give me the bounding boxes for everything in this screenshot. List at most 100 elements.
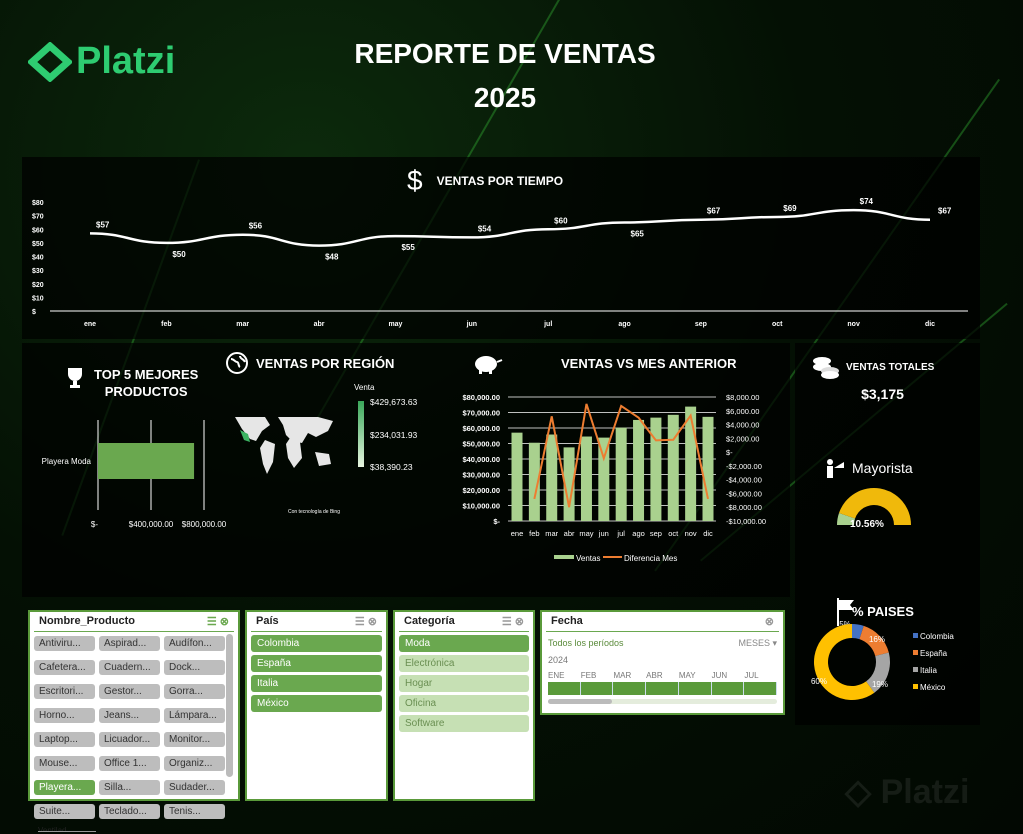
slicer-item[interactable]: Cuadern... <box>99 660 160 675</box>
slicer-item[interactable]: Playera... <box>34 780 95 795</box>
slicer-item[interactable]: Hogar <box>399 675 529 692</box>
slicer-title: Categoría <box>404 615 455 627</box>
slicer-item[interactable]: Cafetera... <box>34 660 95 675</box>
slicer-item[interactable]: Electrónica <box>399 655 529 672</box>
y-left-tick: $10,000.00 <box>462 502 500 511</box>
slicer-item[interactable]: Teclado... <box>99 804 160 819</box>
scrollbar[interactable] <box>226 634 233 777</box>
y-left-tick: $60,000.00 <box>462 424 500 433</box>
panel-title: VENTAS POR TIEMPO <box>436 174 564 188</box>
slicer-item[interactable]: Organiz... <box>164 756 225 771</box>
top5-title: TOP 5 MEJORES <box>94 367 199 382</box>
slice-label: 5% <box>839 620 851 629</box>
x-tick-label: sep <box>695 321 707 328</box>
slicer-item-partial[interactable]: Ventilad... <box>38 826 96 832</box>
slicer-pais: País ☰ ⊗ Colombia España Italia México <box>245 610 388 801</box>
slicer-item[interactable]: Oficina <box>399 695 529 712</box>
month-bar[interactable] <box>580 682 614 695</box>
timeline-scrollbar[interactable] <box>548 699 777 704</box>
x-tick-label: mar <box>236 321 249 328</box>
bar <box>98 443 195 479</box>
x-tick-label: feb <box>161 321 172 328</box>
slicer-item[interactable]: Dock... <box>164 660 225 675</box>
month-bar[interactable] <box>613 682 647 695</box>
slicer-item[interactable]: Antiviru... <box>34 636 95 651</box>
x-tick-label: nov <box>847 321 860 328</box>
slicer-item[interactable]: España <box>251 655 382 672</box>
world-map[interactable] <box>230 412 340 478</box>
mayorista-gauge <box>837 488 911 525</box>
y-left-tick: $20,000.00 <box>462 486 500 495</box>
y-left-tick: $70,000.00 <box>462 409 500 418</box>
clear-filter-icon[interactable]: ☰ ⊗ <box>501 616 524 628</box>
x-tick-label: dic <box>925 321 935 328</box>
x-tick-label: nov <box>685 529 697 538</box>
line-diferencia <box>533 403 709 508</box>
slicer-item[interactable]: Lámpara... <box>164 708 225 723</box>
slicer-item[interactable]: Aspirad... <box>99 636 160 651</box>
coins-icon <box>813 357 839 379</box>
slicer-item[interactable]: Suite... <box>34 804 95 819</box>
x-tick-label: abr <box>314 321 325 328</box>
bar-ventas <box>528 442 540 521</box>
clear-filter-icon[interactable]: ⊗ <box>764 616 774 628</box>
slicer-item[interactable]: Gestor... <box>99 684 160 699</box>
slice-italia <box>866 652 890 693</box>
slicer-item[interactable]: México <box>251 695 382 712</box>
bar-ventas <box>580 436 592 521</box>
all-periods-label: Todos los períodos <box>548 638 624 648</box>
multi-select-icon[interactable]: ☰ ⊗ <box>206 616 229 628</box>
y-tick-label: $20 <box>32 282 44 289</box>
legend-swatch <box>913 684 918 689</box>
sales-line <box>89 208 931 247</box>
slicer-item[interactable]: Laptop... <box>34 732 95 747</box>
x-tick-label: may <box>579 529 593 538</box>
ventas-por-tiempo-panel: $ VENTAS POR TIEMPO <box>22 157 980 339</box>
month-bar[interactable] <box>678 682 712 695</box>
slicer-item[interactable]: Colombia <box>251 635 382 652</box>
data-label: $65 <box>631 229 645 238</box>
piggy-bank-icon <box>475 356 503 374</box>
region-color-scale <box>358 401 364 467</box>
y-tick-label: $10 <box>32 295 44 302</box>
slicer-item[interactable]: Sudader... <box>164 780 225 795</box>
y-tick-label: $60 <box>32 227 44 234</box>
slicer-categoria: Categoría ☰ ⊗ Moda Electrónica Hogar Oficina… <box>393 610 535 801</box>
slicer-item[interactable]: Monitor... <box>164 732 225 747</box>
month-bar[interactable] <box>711 682 745 695</box>
slice-méxico <box>814 624 875 700</box>
slicer-item[interactable]: Jeans... <box>99 708 160 723</box>
slicer-item[interactable]: Italia <box>251 675 382 692</box>
time-level-dropdown[interactable]: MESES ▾ <box>738 638 777 648</box>
bar-ventas <box>685 406 697 521</box>
month-bar[interactable] <box>548 682 581 695</box>
month-label: ENE <box>548 671 565 680</box>
slicer-item[interactable]: Gorra... <box>164 684 225 699</box>
y-left-tick: $50,000.00 <box>462 440 500 449</box>
line-chart: $ $10 $20 $30 $40 $50 $60 $70 $80 ene feb mar abr may… <box>32 197 968 328</box>
slicer-item[interactable]: Silla... <box>99 780 160 795</box>
slicer-item[interactable]: Moda <box>399 635 529 652</box>
data-label: $50 <box>172 250 186 259</box>
slicer-item[interactable]: Audífon... <box>164 636 225 651</box>
y-left-tick: $80,000.00 <box>462 393 500 402</box>
slice-label: 60% <box>811 677 827 686</box>
x-tick-label: feb <box>529 529 539 538</box>
slicer-item[interactable]: Tenis... <box>164 804 225 819</box>
slicer-item[interactable]: Software <box>399 715 529 732</box>
slicer-item[interactable]: Horno... <box>34 708 95 723</box>
month-bar[interactable] <box>646 682 679 695</box>
slicer-item[interactable]: Escritori... <box>34 684 95 699</box>
data-label: $67 <box>707 207 721 216</box>
x-tick-label: abr <box>564 529 575 538</box>
x-tick-label: $800,000.00 <box>182 520 227 529</box>
month-bar[interactable] <box>744 682 778 695</box>
x-tick-label: $400,000.00 <box>129 520 174 529</box>
clear-filter-icon[interactable]: ☰ ⊗ <box>354 616 377 628</box>
platzi-logo: Platzi <box>28 40 175 83</box>
slicer-item[interactable]: Office 1... <box>99 756 160 771</box>
time-level-value: MESES <box>738 638 770 648</box>
y-right-tick: -$2,000.00 <box>726 462 762 471</box>
slicer-item[interactable]: Licuador... <box>99 732 160 747</box>
slicer-item[interactable]: Mouse... <box>34 756 95 771</box>
